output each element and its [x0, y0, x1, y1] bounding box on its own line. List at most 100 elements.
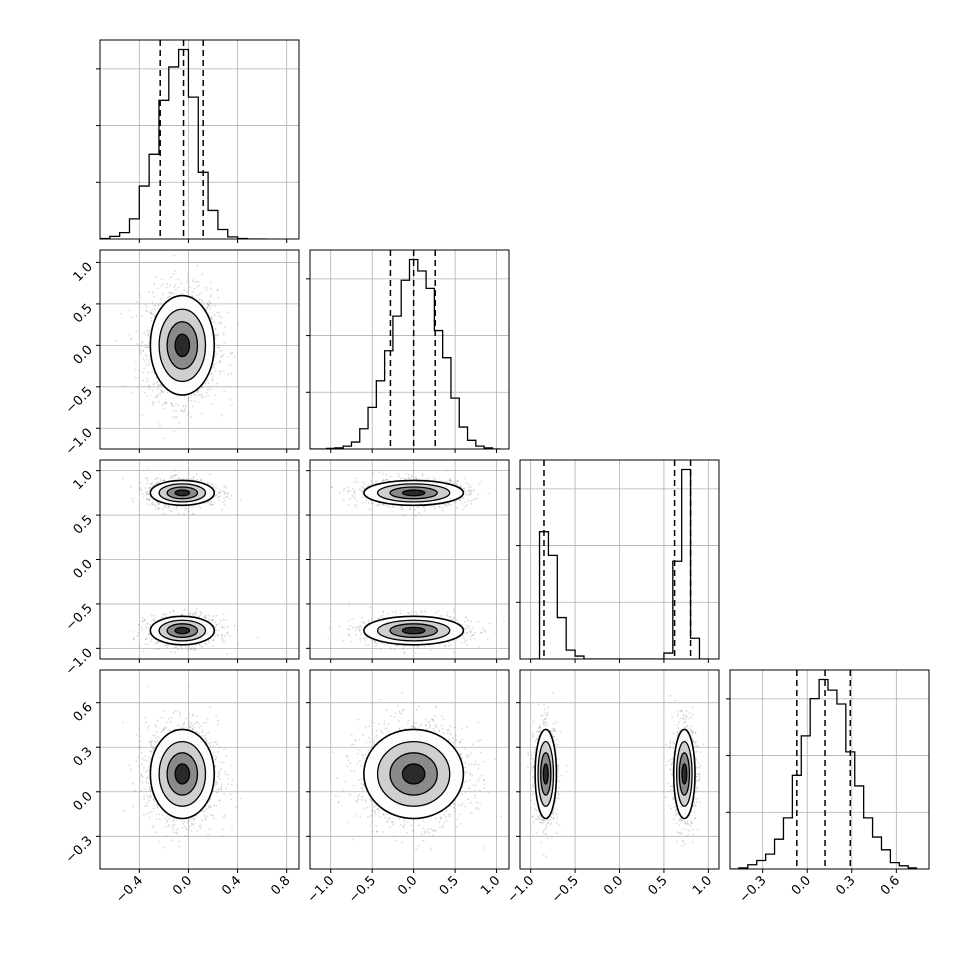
- density-fill: [175, 627, 190, 634]
- scatter-point: [404, 478, 407, 481]
- scatter-point: [346, 489, 349, 492]
- scatter-point: [192, 512, 195, 515]
- scatter-point: [175, 402, 178, 405]
- scatter-point: [207, 305, 210, 308]
- scatter-point: [138, 481, 141, 484]
- scatter-point: [191, 279, 194, 281]
- scatter-point: [146, 479, 149, 481]
- scatter-point: [221, 626, 224, 629]
- scatter-point: [201, 645, 204, 648]
- scatter-point: [145, 306, 148, 309]
- scatter-point: [460, 485, 463, 487]
- scatter-point: [160, 616, 163, 619]
- scatter-point: [226, 653, 229, 656]
- scatter-point: [447, 503, 450, 506]
- scatter-point: [170, 404, 173, 407]
- scatter-point: [141, 340, 144, 343]
- scatter-point: [169, 284, 171, 287]
- histogram-bar: [468, 440, 476, 449]
- scatter-point: [223, 635, 226, 637]
- scatter-point: [156, 641, 158, 644]
- scatter-point: [376, 503, 379, 506]
- scatter-point: [201, 273, 204, 276]
- scatter-point: [150, 486, 153, 489]
- scatter-point: [138, 369, 141, 372]
- scatter-point: [378, 471, 381, 474]
- scatter-point: [139, 645, 141, 647]
- y-tick-label: −1.0: [63, 646, 96, 679]
- scatter-point: [184, 608, 187, 611]
- scatter-point: [170, 292, 173, 295]
- scatter-point: [139, 487, 142, 489]
- scatter-point: [462, 487, 465, 490]
- scatter-point: [256, 636, 259, 639]
- scatter-point: [151, 370, 154, 373]
- scatter-point: [144, 487, 147, 489]
- scatter-point: [217, 496, 220, 499]
- scatter-point: [361, 490, 364, 493]
- scatter-point: [172, 409, 175, 412]
- scatter-point: [147, 384, 150, 387]
- scatter-point: [149, 487, 151, 490]
- scatter-point: [423, 507, 426, 510]
- histogram-panel-3: −0.3 0.0 0.3 0.6: [726, 669, 930, 906]
- scatter-point: [216, 311, 218, 314]
- scatter-point: [389, 475, 392, 478]
- histogram-bar: [401, 280, 409, 449]
- scatter-point: [152, 383, 155, 386]
- scatter-point: [175, 395, 178, 398]
- scatter-point: [432, 504, 435, 507]
- scatter-point: [360, 486, 363, 488]
- scatter-point: [162, 479, 165, 482]
- scatter-point: [193, 649, 196, 652]
- scatter-point: [212, 638, 215, 641]
- scatter-point: [156, 396, 158, 399]
- scatter-point: [172, 416, 174, 418]
- scatter-point: [454, 481, 457, 484]
- scatter-point: [206, 481, 209, 484]
- scatter-point: [207, 501, 210, 504]
- scatter-point: [384, 504, 387, 506]
- pair-content: [115, 254, 239, 440]
- scatter-point: [209, 503, 211, 506]
- scatter-point: [150, 309, 153, 312]
- scatter-point: [213, 364, 215, 366]
- panel-frame: [99, 249, 300, 450]
- scatter-point: [163, 479, 165, 482]
- scatter-point: [375, 479, 378, 482]
- scatter-point: [399, 506, 402, 509]
- scatter-point: [195, 281, 198, 284]
- scatter-point: [135, 314, 138, 317]
- histogram-outline: [310, 258, 501, 449]
- scatter-point: [218, 491, 221, 494]
- scatter-point: [192, 475, 195, 478]
- scatter-point: [222, 353, 225, 356]
- scatter-point: [418, 512, 421, 514]
- scatter-point: [196, 391, 199, 393]
- scatter-point: [349, 497, 351, 500]
- scatter-point: [453, 482, 455, 485]
- scatter-point: [146, 498, 148, 500]
- scatter-point: [143, 332, 146, 335]
- scatter-point: [198, 298, 201, 301]
- scatter-point: [148, 385, 150, 388]
- scatter-point: [212, 376, 214, 379]
- scatter-point: [446, 502, 449, 505]
- histogram-panel-1: [306, 249, 510, 453]
- panel-frame: [309, 249, 510, 450]
- scatter-point: [222, 613, 225, 616]
- scatter-point: [230, 494, 233, 497]
- scatter-point: [367, 484, 370, 487]
- scatter-point: [217, 629, 220, 632]
- density-contour: [158, 619, 207, 642]
- scatter-point: [473, 489, 475, 492]
- scatter-point: [201, 386, 204, 388]
- scatter-point: [177, 477, 180, 480]
- scatter-point: [205, 395, 207, 398]
- scatter-point: [445, 503, 447, 506]
- scatter-point: [166, 391, 169, 394]
- scatter-point: [216, 634, 219, 637]
- histogram-bar: [855, 786, 864, 869]
- scatter-point: [136, 634, 139, 637]
- scatter-point: [148, 387, 151, 390]
